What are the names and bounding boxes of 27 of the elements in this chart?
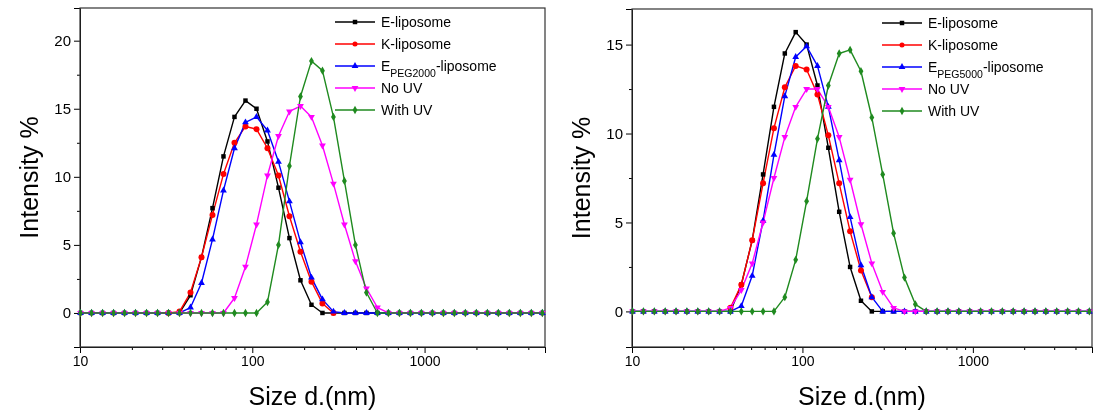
legend-label: E$_{PEG2000}$-liposome [381, 57, 497, 79]
y-axis-title: Intensity % [15, 116, 43, 239]
legend-label: E-liposome [381, 13, 452, 30]
x-axis-title: Size d.(nm) [248, 382, 377, 410]
y-tick-label: 5 [614, 213, 623, 231]
y-axis-title: Intensity % [567, 116, 595, 240]
x-tick-label: 1000 [409, 352, 441, 369]
y-tick-label: 0 [62, 304, 71, 322]
y-tick-label: 15 [54, 100, 71, 118]
x-axis-title: Size d.(nm) [798, 382, 926, 410]
y-tick-label: 20 [54, 31, 71, 49]
x-tick-label: 1000 [957, 352, 990, 369]
y-tick-label: 5 [62, 236, 71, 254]
y-tick-label: 10 [54, 168, 71, 186]
legend-label: K-liposome [928, 36, 999, 53]
legend-label: No UV [928, 80, 970, 97]
x-tick-label: 100 [791, 352, 815, 369]
legend-label: E-liposome [928, 14, 999, 31]
legend-label: E$_{PEG5000}$-liposome [928, 58, 1044, 80]
legend-label: With UV [381, 101, 433, 118]
y-tick-label: 10 [606, 124, 623, 142]
legend-label: K-liposome [381, 35, 452, 52]
x-tick-label: 100 [241, 352, 265, 369]
y-tick-label: 0 [614, 302, 623, 320]
legend-label: No UV [381, 79, 423, 96]
y-tick-label: 15 [606, 35, 623, 53]
legend-label: With UV [928, 102, 980, 119]
